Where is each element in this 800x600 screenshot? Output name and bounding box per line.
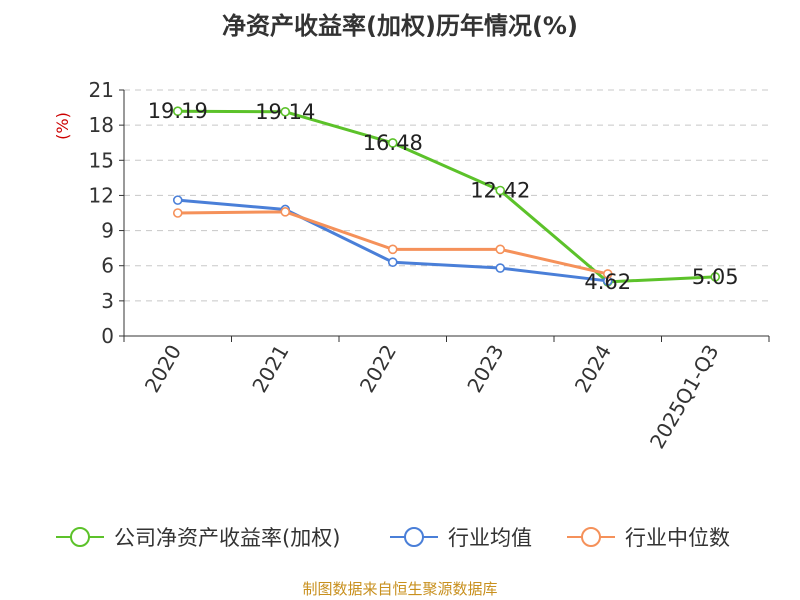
- data-point-marker: [387, 244, 398, 255]
- series-lines: [172, 106, 721, 287]
- x-tick-label: 2024: [570, 341, 616, 397]
- data-labels: 19.19 19.14 16.48 12.42 4.62 5.05: [148, 99, 739, 294]
- data-point-marker: [280, 106, 291, 117]
- legend-marker: [581, 527, 601, 547]
- data-label: 19.19: [148, 99, 208, 123]
- series-line-0: [177, 109, 716, 284]
- x-tick-label: 2025Q1-Q3: [645, 341, 724, 453]
- y-tick-label: 15: [89, 148, 114, 172]
- x-tick-label: 2020: [140, 341, 186, 397]
- data-point-marker: [495, 244, 506, 255]
- data-label: 16.48: [363, 131, 423, 155]
- data-point-marker: [172, 195, 183, 205]
- data-label: 12.42: [470, 179, 530, 203]
- data-point-marker: [172, 208, 183, 218]
- data-point-marker: [387, 257, 398, 268]
- y-axis-unit-label: (%): [53, 112, 72, 140]
- y-tick-label: 6: [101, 254, 114, 278]
- data-label: 4.62: [584, 270, 631, 294]
- x-tick-label: 2022: [355, 341, 401, 397]
- legend-label[interactable]: 行业均值: [448, 526, 532, 550]
- y-tick-label: 3: [101, 289, 114, 313]
- x-tick-label: 2023: [462, 341, 508, 397]
- y-tick-label: 12: [89, 183, 114, 207]
- x-tick-label: 2021: [247, 341, 293, 397]
- y-tick-label: 0: [101, 324, 114, 348]
- data-label: 5.05: [692, 265, 739, 289]
- y-tick-label: 9: [101, 219, 114, 243]
- grid-lines: [124, 89, 769, 302]
- legend-label[interactable]: 公司净资产收益率(加权): [114, 526, 340, 550]
- data-source-note: 制图数据来自恒生聚源数据库: [302, 580, 497, 598]
- data-point-marker: [172, 106, 183, 117]
- chart-title: 净资产收益率(加权)历年情况(%): [222, 12, 578, 40]
- data-point-marker: [387, 138, 398, 148]
- y-tick-label: 21: [89, 78, 114, 102]
- legend-marker: [70, 527, 90, 547]
- y-tick-label: 18: [89, 113, 114, 137]
- legend-marker: [404, 527, 424, 547]
- data-point-marker: [710, 272, 721, 282]
- data-point-marker: [495, 263, 506, 273]
- legend: 公司净资产收益率(加权) 行业均值 行业中位数: [56, 526, 730, 550]
- data-label: 19.14: [255, 100, 315, 124]
- legend-label[interactable]: 行业中位数: [625, 526, 730, 550]
- data-point-marker: [602, 269, 613, 279]
- data-point-marker: [280, 207, 291, 217]
- data-point-marker: [495, 185, 506, 196]
